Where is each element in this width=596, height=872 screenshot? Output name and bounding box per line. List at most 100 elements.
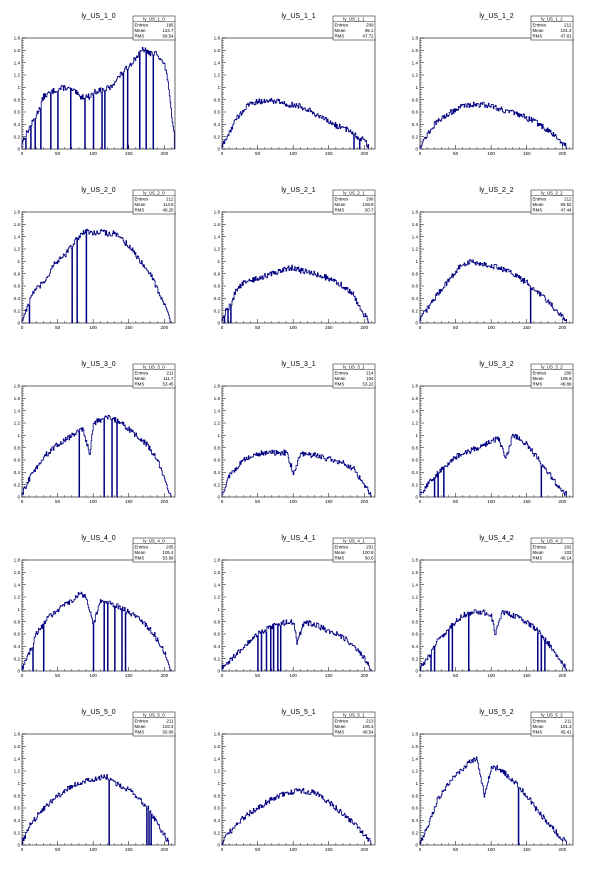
x-tick-label: 150 <box>125 673 133 678</box>
stats-value: 53.45 <box>163 382 175 387</box>
y-tick-label: 0.8 <box>412 793 419 798</box>
y-tick-label: 0.8 <box>14 445 21 450</box>
y-tick-label: 1.4 <box>412 582 419 587</box>
y-tick-label: 1.8 <box>412 210 419 215</box>
x-tick-label: 200 <box>558 325 566 330</box>
stats-label: Entries <box>533 23 547 28</box>
y-tick-label: 0.2 <box>14 134 21 139</box>
y-tick-label: 1.6 <box>412 570 419 575</box>
y-tick-label: 1.2 <box>14 73 21 78</box>
x-tick-label: 100 <box>487 151 495 156</box>
histogram-title: ly_US_5_0 <box>81 709 115 716</box>
y-tick-label: 1 <box>17 607 20 612</box>
y-tick-label: 1.6 <box>14 222 21 227</box>
stats-box-name: ly_US_1_1 <box>343 16 365 21</box>
histogram-series-line <box>419 433 567 498</box>
x-tick-label: 150 <box>523 151 531 156</box>
plot-frame <box>21 37 176 150</box>
x-tick-label: 100 <box>487 325 495 330</box>
y-tick-label: 1.2 <box>14 421 21 426</box>
histogram-title: ly_US_2_0 <box>81 187 115 194</box>
stats-box <box>530 363 574 389</box>
x-tick-label: 0 <box>221 673 224 678</box>
stats-label: Mean <box>533 724 545 729</box>
y-tick-label: 0.6 <box>214 806 221 811</box>
y-tick-label: 0.2 <box>14 308 21 313</box>
histogram-series-line <box>419 259 567 324</box>
y-tick-label: 1.2 <box>412 595 419 600</box>
stats-label: Entries <box>533 719 547 724</box>
x-tick-label: 200 <box>360 499 368 504</box>
stats-label: Entries <box>533 545 547 550</box>
stats-value: 212 <box>564 197 572 202</box>
x-tick-label: 150 <box>523 325 531 330</box>
y-tick-label: 1.8 <box>412 384 419 389</box>
y-tick-label: 0.4 <box>214 122 221 127</box>
y-tick-label: 0.2 <box>412 656 419 661</box>
y-tick-label: 0.8 <box>214 793 221 798</box>
stats-label: Entries <box>533 197 547 202</box>
histogram-title: ly_US_1_0 <box>81 13 115 20</box>
stats-value: 209 <box>366 23 374 28</box>
x-tick-label: 0 <box>419 151 422 156</box>
histogram-panel: ly_US_3_0 0 0.2 0.4 0.6 0.8 1 1.2 1.4 1.6 1.8 0 50 10… <box>14 361 176 504</box>
y-tick-label: 1.4 <box>412 756 419 761</box>
stats-label: Mean <box>335 28 347 33</box>
histogram-title: ly_US_4_0 <box>81 535 115 542</box>
y-tick-label: 0 <box>217 495 220 500</box>
stats-box <box>530 537 574 563</box>
stats-value: 212 <box>166 197 174 202</box>
y-tick-label: 0.6 <box>14 632 21 637</box>
y-tick-label: 1.8 <box>14 36 21 41</box>
y-tick-label: 1.6 <box>14 48 21 53</box>
y-tick-label: 1.8 <box>14 732 21 737</box>
histogram-panel: ly_US_4_2 0 0.2 0.4 0.6 0.8 1 1.2 1.4 1.6 1.8 0 50 10… <box>412 535 574 678</box>
x-tick-label: 150 <box>125 151 133 156</box>
x-tick-label: 100 <box>487 499 495 504</box>
stats-label: RMS <box>533 208 543 213</box>
stats-value: 105.4 <box>163 550 175 555</box>
x-tick-label: 150 <box>523 673 531 678</box>
y-tick-label: 1.6 <box>214 570 221 575</box>
x-tick-label: 50 <box>55 325 61 330</box>
stats-value: 50.6 <box>365 556 374 561</box>
y-tick-label: 0.6 <box>214 110 221 115</box>
stats-box-name: ly_US_3_1 <box>343 364 365 369</box>
y-tick-label: 1.8 <box>14 384 21 389</box>
y-tick-label: 1 <box>17 781 20 786</box>
x-tick-label: 50 <box>55 151 61 156</box>
x-tick-label: 100 <box>289 325 297 330</box>
y-tick-label: 1.6 <box>14 570 21 575</box>
stats-value: 49.25 <box>163 208 175 213</box>
x-tick-label: 200 <box>360 151 368 156</box>
x-tick-label: 0 <box>419 673 422 678</box>
x-tick-label: 50 <box>453 499 459 504</box>
x-tick-label: 100 <box>89 325 97 330</box>
stats-value: 209 <box>564 371 572 376</box>
y-tick-label: 1 <box>217 259 220 264</box>
y-tick-label: 0.4 <box>412 470 419 475</box>
x-tick-label: 100 <box>289 673 297 678</box>
histogram-panel: ly_US_1_0 0 0.2 0.4 0.6 0.8 1 1.2 1.4 1.6 1.8 0 50 10… <box>14 13 176 156</box>
y-tick-label: 0.6 <box>412 632 419 637</box>
y-tick-label: 0.8 <box>412 619 419 624</box>
y-tick-label: 1 <box>17 259 20 264</box>
y-tick-label: 0.2 <box>412 830 419 835</box>
y-tick-label: 0.4 <box>214 296 221 301</box>
plot-frame <box>21 733 176 846</box>
stats-label: Entries <box>533 371 547 376</box>
y-tick-label: 0 <box>415 843 418 848</box>
stats-box <box>132 15 176 41</box>
y-tick-label: 1.6 <box>14 744 21 749</box>
y-tick-label: 0.8 <box>214 97 221 102</box>
histogram-series-line <box>221 619 372 672</box>
x-tick-label: 50 <box>255 673 261 678</box>
y-tick-label: 1.4 <box>214 582 221 587</box>
y-tick-label: 0.4 <box>14 470 21 475</box>
y-tick-label: 1.6 <box>412 396 419 401</box>
y-tick-label: 0.6 <box>412 806 419 811</box>
stats-value: 106.3 <box>363 724 375 729</box>
plot-frame <box>419 559 574 672</box>
y-tick-label: 1.6 <box>214 48 221 53</box>
y-tick-label: 1.4 <box>14 234 21 239</box>
